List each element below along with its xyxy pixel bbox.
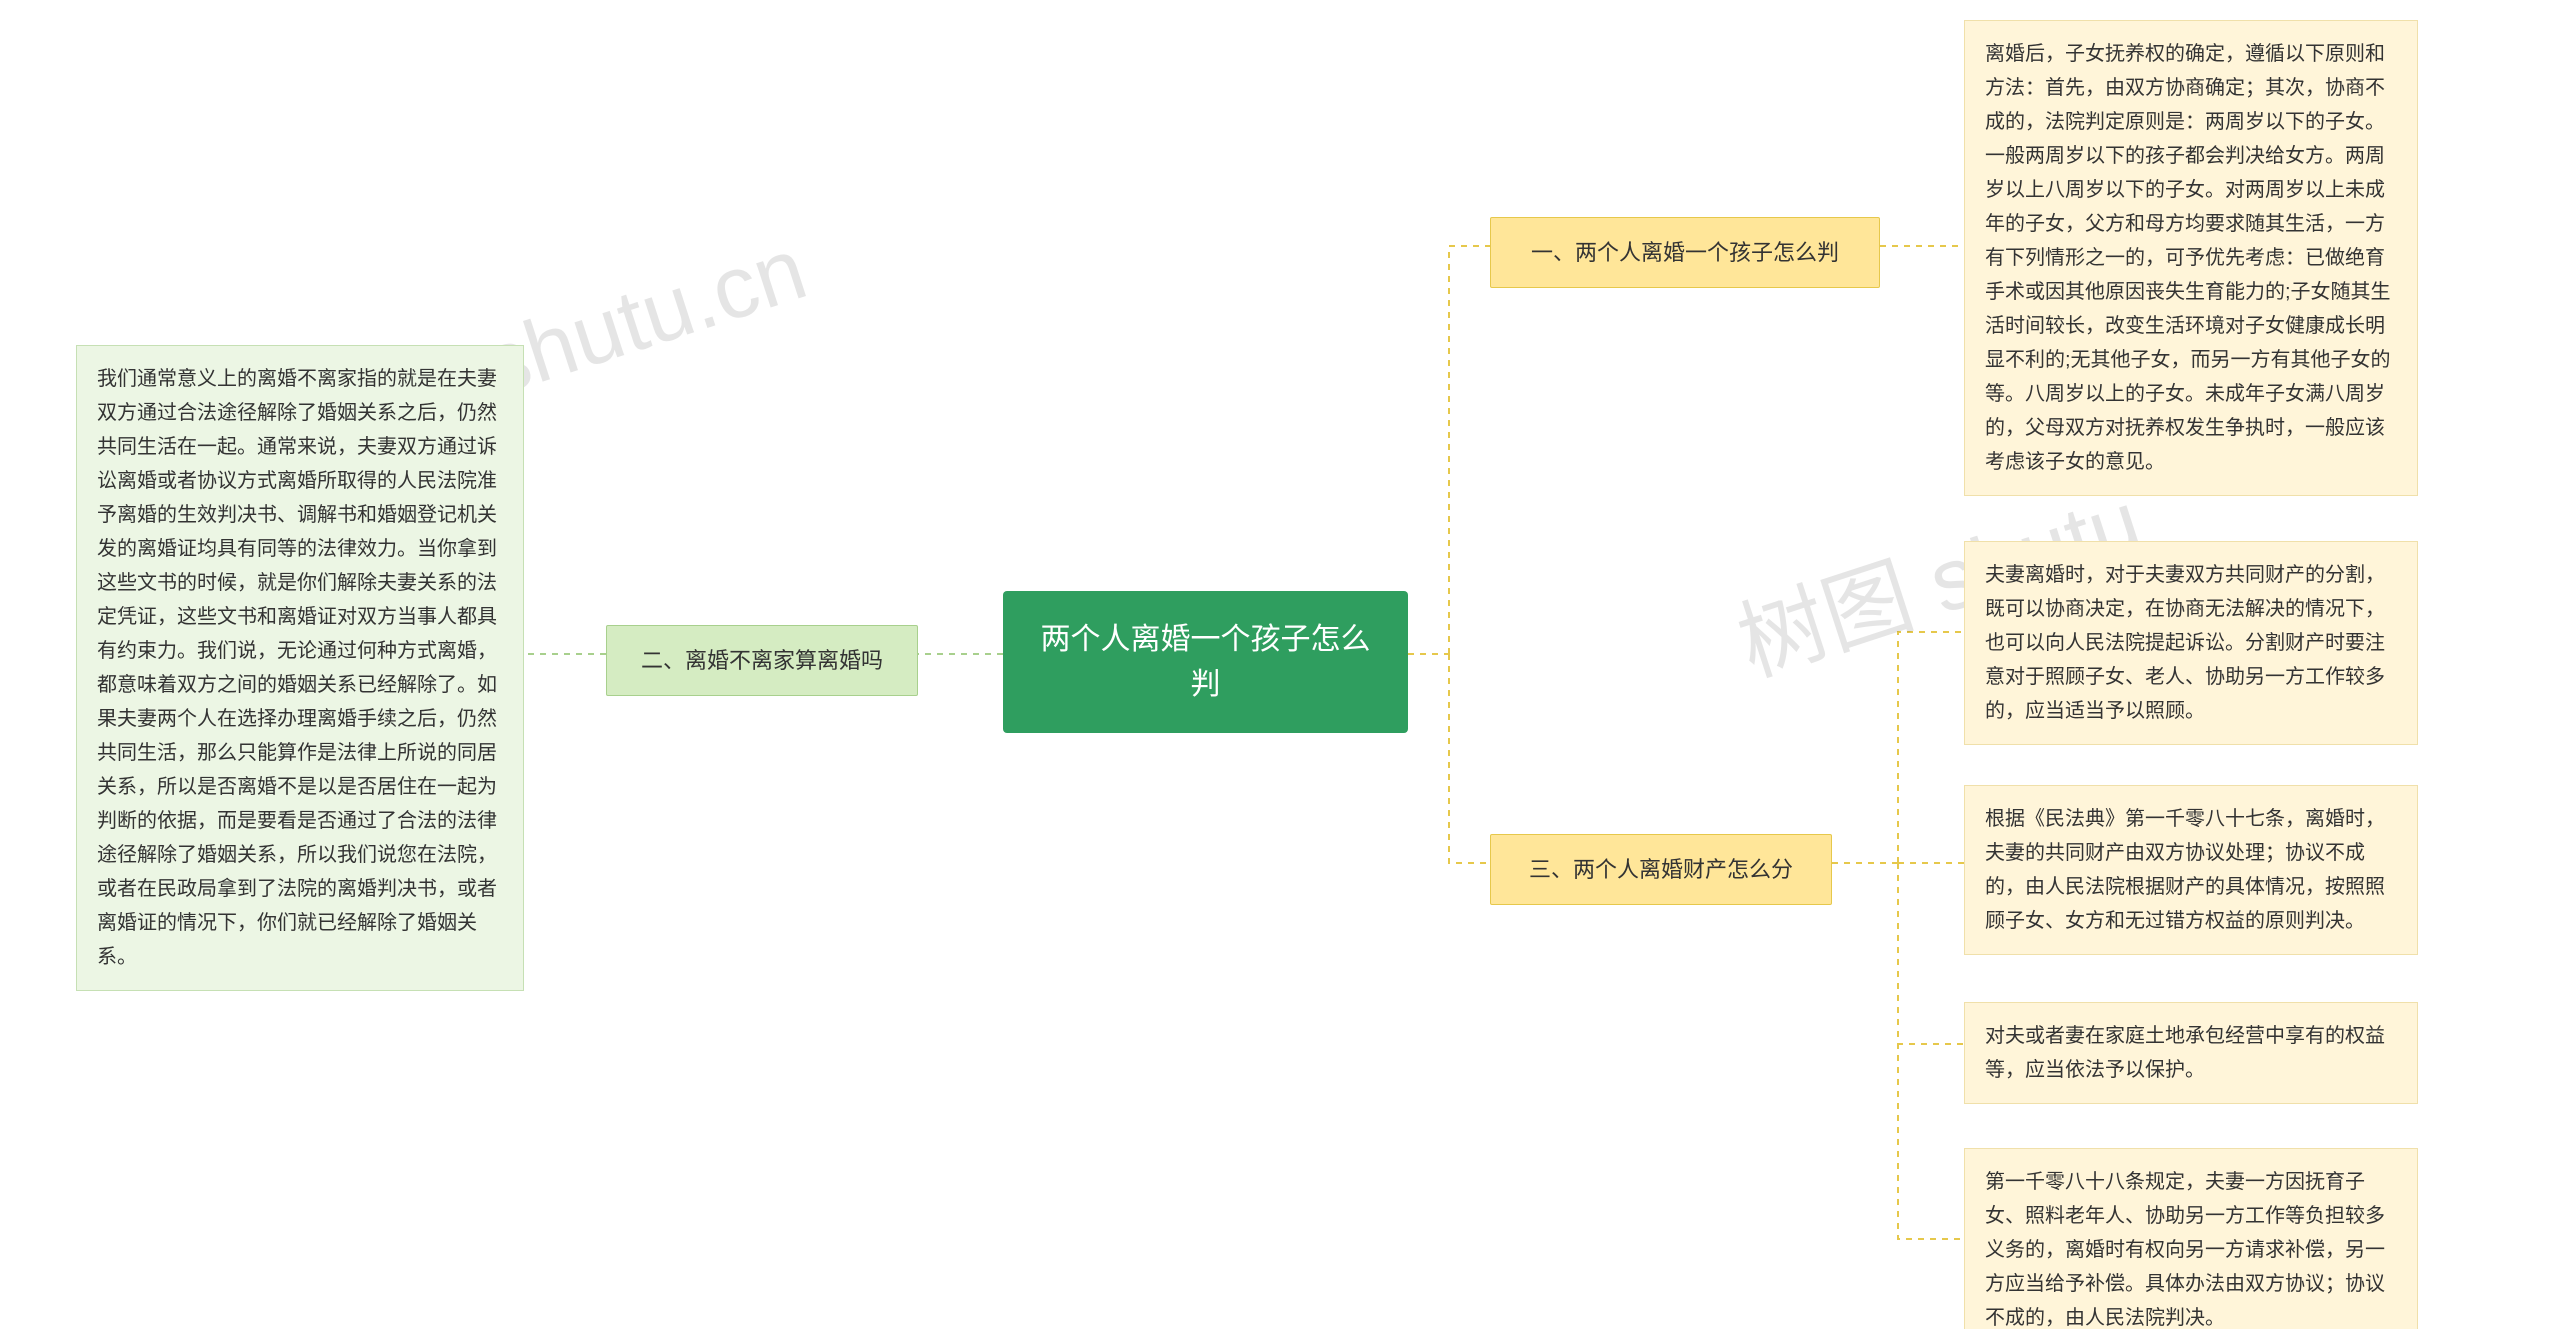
central-node[interactable]: 两个人离婚一个孩子怎么判 xyxy=(1003,591,1408,733)
edge-central-branch1 xyxy=(1449,246,1490,654)
edge-branch2-leaf3 xyxy=(1898,863,1964,1044)
leaf-right-2-0[interactable]: 夫妻离婚时，对于夫妻双方共同财产的分割，既可以协商决定，在协商无法解决的情况下，… xyxy=(1964,541,2418,745)
branch-right-2[interactable]: 三、两个人离婚财产怎么分 xyxy=(1490,834,1832,905)
leaf-right-1[interactable]: 离婚后，子女抚养权的确定，遵循以下原则和方法：首先，由双方协商确定；其次，协商不… xyxy=(1964,20,2418,496)
leaf-left[interactable]: 我们通常意义上的离婚不离家指的就是在夫妻双方通过合法途径解除了婚姻关系之后，仍然… xyxy=(76,345,524,991)
edge-branch2-leaf4 xyxy=(1898,863,1964,1239)
leaf-right-2-2[interactable]: 对夫或者妻在家庭土地承包经营中享有的权益等，应当依法予以保护。 xyxy=(1964,1002,2418,1104)
branch-right-1[interactable]: 一、两个人离婚一个孩子怎么判 xyxy=(1490,217,1880,288)
edge-central-branch2 xyxy=(1449,654,1490,863)
leaf-right-2-1[interactable]: 根据《民法典》第一千零八十七条，离婚时，夫妻的共同财产由双方协议处理；协议不成的… xyxy=(1964,785,2418,955)
edge-branch2-leaf1 xyxy=(1898,632,1964,863)
leaf-right-2-3[interactable]: 第一千零八十八条规定，夫妻一方因抚育子女、照料老年人、协助另一方工作等负担较多义… xyxy=(1964,1148,2418,1329)
branch-left[interactable]: 二、离婚不离家算离婚吗 xyxy=(606,625,918,696)
